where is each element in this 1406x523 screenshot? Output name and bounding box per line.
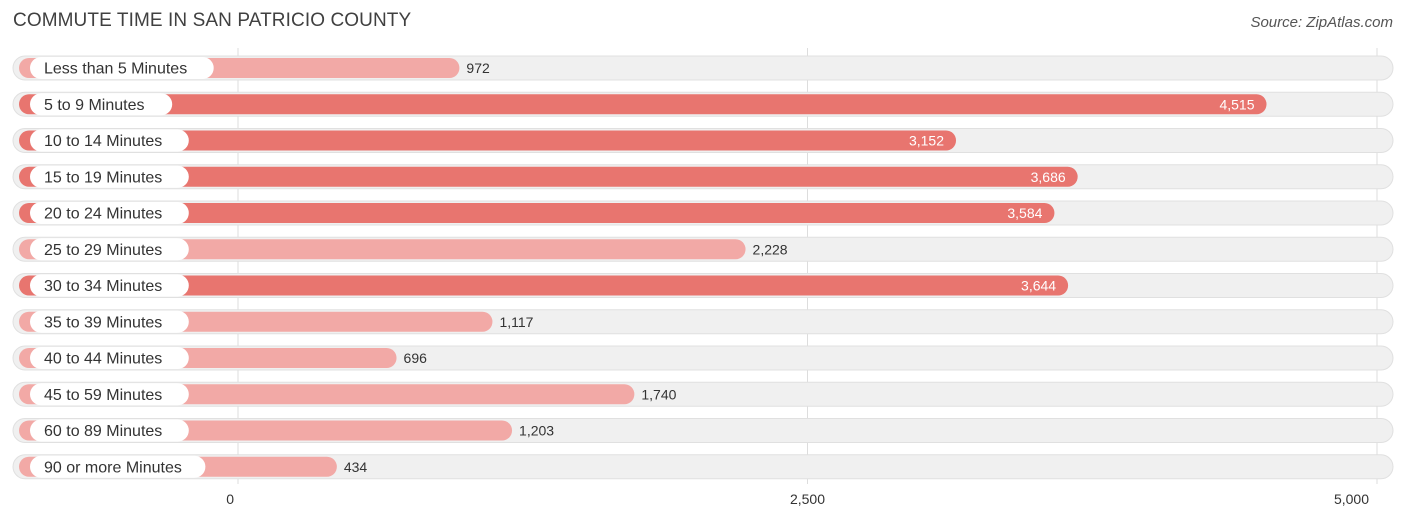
value-label: 2,228	[753, 241, 788, 257]
category-label-pill	[30, 383, 189, 406]
category-label-pill	[30, 202, 189, 224]
category-label: 35 to 39 Minutes	[44, 314, 162, 331]
category-label: 25 to 29 Minutes	[44, 242, 162, 259]
category-label: 5 to 9 Minutes	[44, 97, 145, 114]
value-label: 4,515	[1219, 96, 1254, 112]
value-label: 3,644	[1021, 278, 1056, 294]
category-label-pill	[30, 238, 189, 261]
category-label: 90 or more Minutes	[44, 459, 182, 476]
category-label-pill	[30, 165, 189, 188]
category-label: 45 to 59 Minutes	[44, 387, 162, 404]
category-label-pill	[30, 129, 189, 152]
category-label-pill	[30, 310, 189, 333]
tick-layer: 0 2,500 5,000	[226, 491, 1369, 507]
bar-layer	[19, 58, 1267, 477]
category-label-pill	[30, 347, 189, 369]
category-label-pill	[30, 57, 214, 79]
bar	[19, 130, 957, 151]
category-label-pill	[30, 455, 206, 478]
chart-title: COMMUTE TIME IN SAN PATRICIO COUNTY	[13, 10, 412, 31]
bar	[19, 166, 1078, 187]
value-label: 1,740	[641, 386, 676, 402]
category-label: 40 to 44 Minutes	[44, 351, 162, 368]
category-label: 15 to 19 Minutes	[44, 169, 162, 186]
category-label: 10 to 14 Minutes	[44, 133, 162, 150]
category-label-pill	[30, 93, 173, 116]
category-label: 30 to 34 Minutes	[44, 278, 162, 295]
track-layer	[12, 55, 1394, 480]
value-label: 1,117	[499, 314, 533, 330]
value-label: 3,686	[1031, 169, 1066, 185]
value-label: 3,584	[1007, 205, 1042, 221]
bar-track	[12, 454, 1394, 480]
x-tick-label: 0	[226, 491, 234, 507]
x-tick-label: 5,000	[1334, 491, 1369, 507]
category-label-pill	[30, 274, 189, 297]
grid-layer	[237, 48, 1378, 484]
source-credit: Source: ZipAtlas.com	[1250, 14, 1393, 31]
value-label: 972	[466, 60, 490, 76]
label-layer: Less than 5 Minutes 972 5 to 9 Minutes 4,51…	[30, 57, 1255, 478]
bar	[19, 239, 746, 260]
value-label: 696	[404, 350, 428, 366]
value-label: 434	[344, 459, 368, 475]
bar	[19, 275, 1069, 296]
category-label: 60 to 89 Minutes	[44, 423, 162, 440]
category-label: 20 to 24 Minutes	[44, 206, 162, 223]
x-tick-label: 2,500	[790, 491, 825, 507]
bar	[19, 94, 1267, 115]
bar	[19, 203, 1055, 223]
value-label: 3,152	[909, 133, 944, 149]
category-label-pill	[30, 419, 189, 442]
category-label: Less than 5 Minutes	[44, 61, 187, 78]
value-label: 1,203	[519, 423, 554, 439]
